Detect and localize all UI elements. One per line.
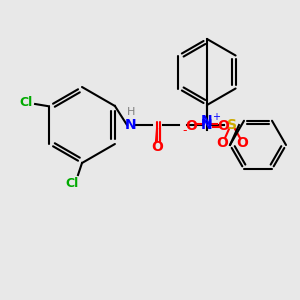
Text: S: S — [227, 118, 237, 132]
Text: O: O — [236, 136, 248, 150]
Text: -: - — [183, 124, 187, 137]
Text: O: O — [185, 119, 197, 133]
Text: O: O — [151, 140, 163, 154]
Text: H: H — [127, 107, 135, 117]
Text: N: N — [201, 114, 213, 128]
Text: N: N — [125, 118, 137, 132]
Text: +: + — [212, 112, 220, 122]
Text: Cl: Cl — [20, 97, 33, 110]
Text: O: O — [217, 119, 229, 133]
Text: Cl: Cl — [65, 177, 79, 190]
Text: O: O — [216, 136, 228, 150]
Text: N: N — [201, 118, 213, 132]
